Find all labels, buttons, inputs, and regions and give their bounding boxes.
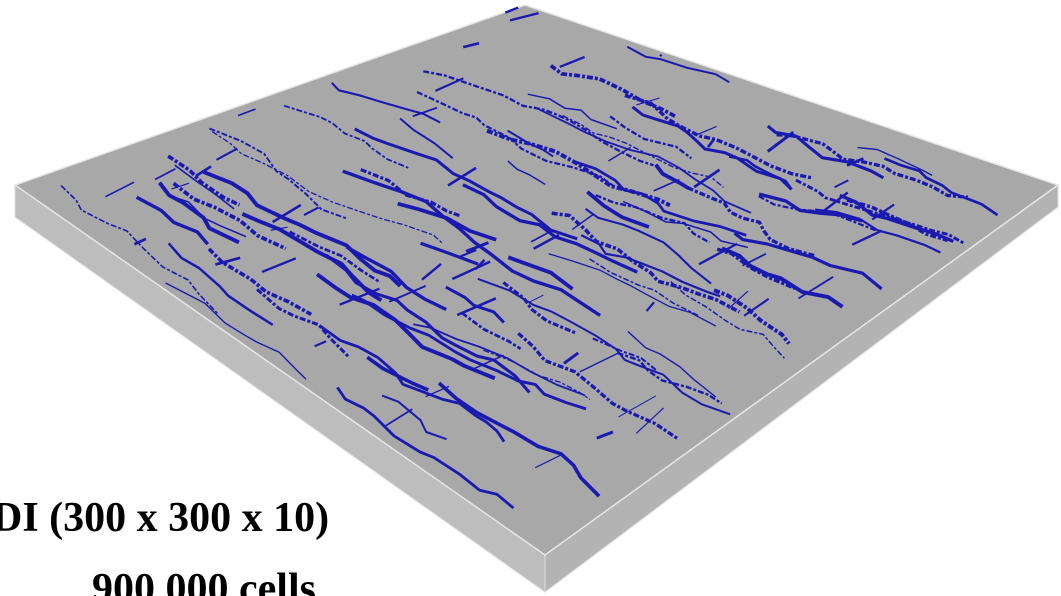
cells-label: 900,000 cells — [92, 565, 316, 596]
dimensions-label: DI (300 x 300 x 10) — [0, 494, 329, 542]
fracture — [660, 55, 662, 57]
slab-top-face — [15, 5, 1058, 555]
render-view: DI (300 x 300 x 10) 900,000 cells — [0, 0, 1061, 596]
